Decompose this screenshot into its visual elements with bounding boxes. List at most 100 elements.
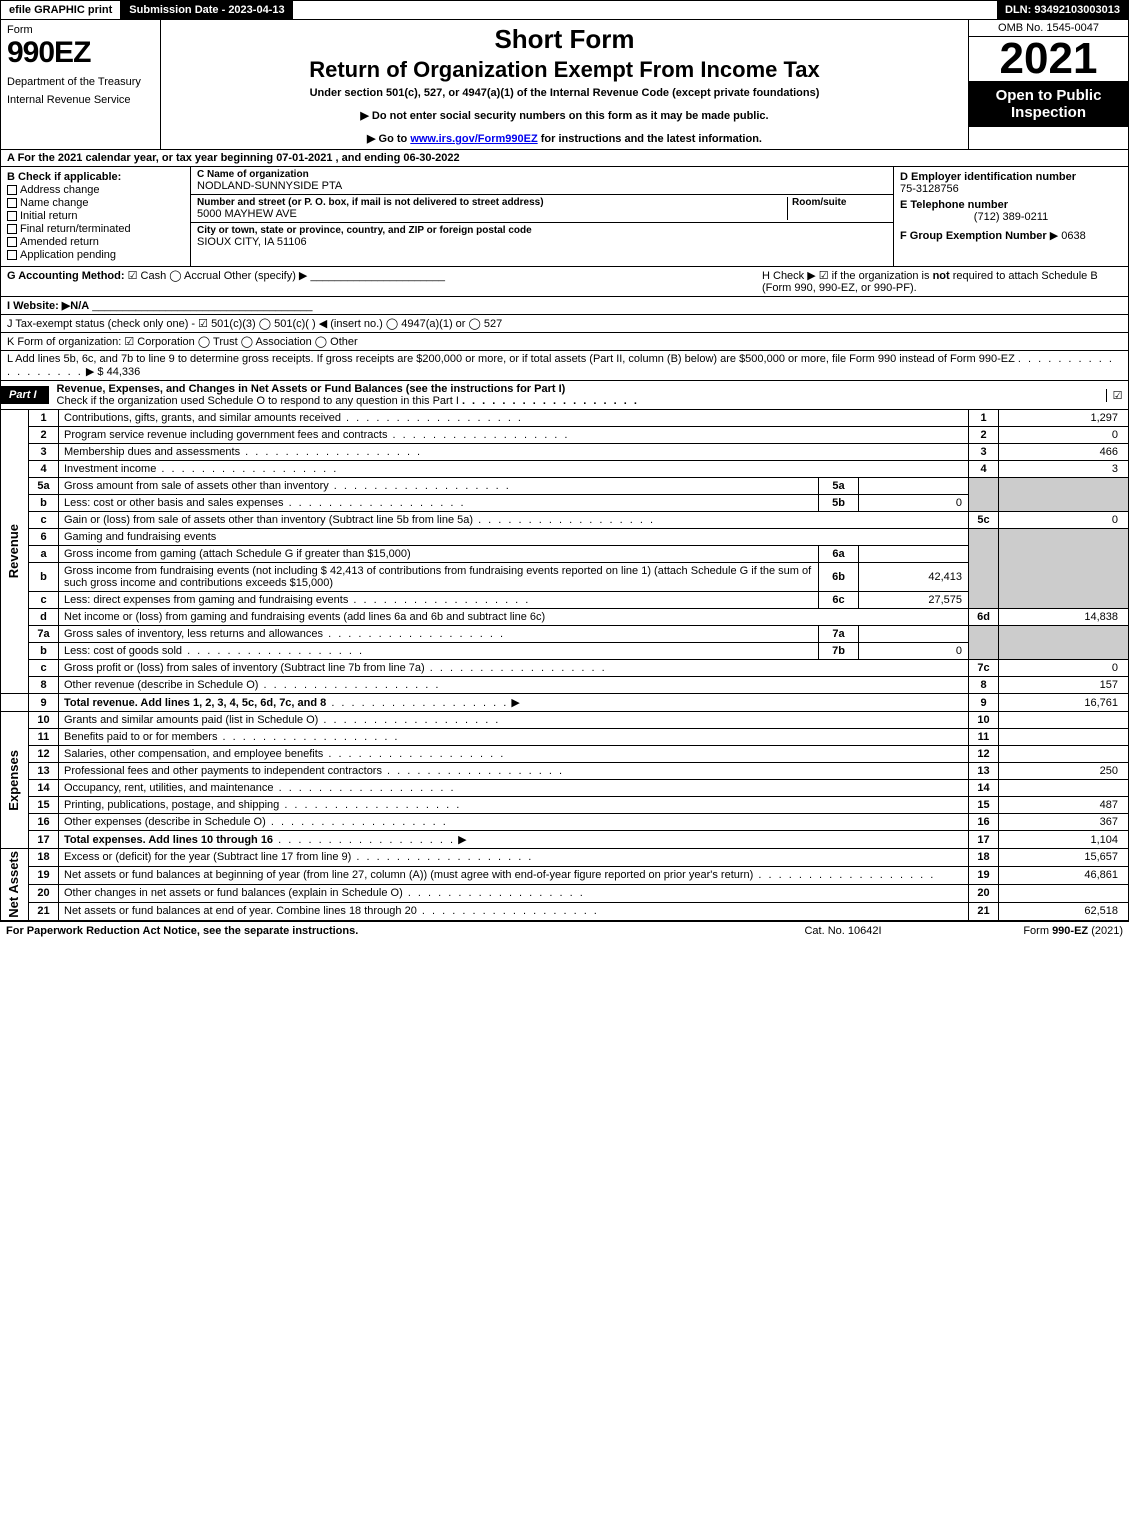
line-1-desc: Contributions, gifts, grants, and simila… <box>59 410 969 427</box>
line-15-val: 487 <box>999 797 1129 814</box>
line-6d: d Net income or (loss) from gaming and f… <box>1 609 1129 626</box>
row-l-amount: ▶ $ 44,336 <box>86 366 140 378</box>
line-7c-desc: Gross profit or (loss) from sales of inv… <box>59 660 969 677</box>
city-value: SIOUX CITY, IA 51106 <box>197 236 887 248</box>
line-7ab-grey-val <box>999 626 1129 660</box>
chk-application-pending-label: Application pending <box>20 249 116 261</box>
form-id-block: Form 990EZ Department of the Treasury In… <box>1 20 161 149</box>
line-4-num: 4 <box>29 461 59 478</box>
dln-label: DLN: 93492103003013 <box>997 1 1128 19</box>
line-16-val: 367 <box>999 814 1129 831</box>
note-link-row: ▶ Go to www.irs.gov/Form990EZ for instru… <box>165 132 964 145</box>
row-l-text: L Add lines 5b, 6c, and 7b to line 9 to … <box>7 353 1015 365</box>
ein-value: 75-3128756 <box>900 183 1122 195</box>
h-label: H Check ▶ ☑ if the organization is <box>762 270 933 282</box>
line-10-val <box>999 712 1129 729</box>
efile-button[interactable]: efile GRAPHIC print <box>1 1 121 19</box>
line-6d-val: 14,838 <box>999 609 1129 626</box>
line-4: 4 Investment income 4 3 <box>1 461 1129 478</box>
line-17-ref: 17 <box>969 831 999 849</box>
chk-application-pending[interactable]: Application pending <box>7 249 184 261</box>
chk-final-return[interactable]: Final return/terminated <box>7 223 184 235</box>
line-5b-desc: Less: cost or other basis and sales expe… <box>59 495 819 512</box>
line-18-desc: Excess or (deficit) for the year (Subtra… <box>59 849 969 867</box>
line-9-side <box>1 694 29 712</box>
form-title: Return of Organization Exempt From Incom… <box>165 57 964 83</box>
ein-label: D Employer identification number <box>900 171 1122 183</box>
line-20-ref: 20 <box>969 884 999 902</box>
row-l-gross-receipts: L Add lines 5b, 6c, and 7b to line 9 to … <box>0 351 1129 381</box>
line-6a-sub: 6a <box>819 546 859 563</box>
line-6d-num: d <box>29 609 59 626</box>
line-16-ref: 16 <box>969 814 999 831</box>
org-name: NODLAND-SUNNYSIDE PTA <box>197 180 887 192</box>
line-18-ref: 18 <box>969 849 999 867</box>
line-7a-subval <box>859 626 969 643</box>
line-14-ref: 14 <box>969 780 999 797</box>
line-7a: 7a Gross sales of inventory, less return… <box>1 626 1129 643</box>
chk-name-change[interactable]: Name change <box>7 197 184 209</box>
line-5b: b Less: cost or other basis and sales ex… <box>1 495 1129 512</box>
org-name-row: C Name of organization NODLAND-SUNNYSIDE… <box>191 167 893 195</box>
revenue-side-label: Revenue <box>1 410 29 694</box>
line-12-ref: 12 <box>969 746 999 763</box>
line-13-val: 250 <box>999 763 1129 780</box>
website-text: I Website: ▶N/A <box>7 300 89 312</box>
room-label: Room/suite <box>792 197 887 208</box>
part-1-checkbox[interactable]: ☑ <box>1106 389 1128 402</box>
row-h: H Check ▶ ☑ if the organization is not r… <box>762 269 1122 294</box>
expenses-side-text: Expenses <box>6 750 21 811</box>
row-g-h: G Accounting Method: ☑ Cash ◯ Accrual Ot… <box>0 267 1129 297</box>
line-11-num: 11 <box>29 729 59 746</box>
line-8-val: 157 <box>999 677 1129 694</box>
part-1-dots <box>462 395 639 407</box>
line-12-desc: Salaries, other compensation, and employ… <box>59 746 969 763</box>
line-1-ref: 1 <box>969 410 999 427</box>
revenue-side-text: Revenue <box>6 524 21 578</box>
netassets-side-label: Net Assets <box>1 849 29 921</box>
line-4-val: 3 <box>999 461 1129 478</box>
submission-date-button[interactable]: Submission Date - 2023-04-13 <box>121 1 293 19</box>
line-6b-desc: Gross income from fundraising events (no… <box>59 563 819 592</box>
line-20: 20 Other changes in net assets or fund b… <box>1 884 1129 902</box>
line-15: 15 Printing, publications, postage, and … <box>1 797 1129 814</box>
chk-amended-return[interactable]: Amended return <box>7 236 184 248</box>
top-bar: efile GRAPHIC print Submission Date - 20… <box>0 0 1129 20</box>
line-5a-num: 5a <box>29 478 59 495</box>
form-subtitle: Under section 501(c), 527, or 4947(a)(1)… <box>165 87 964 99</box>
line-21-val: 62,518 <box>999 902 1129 920</box>
chk-final-return-label: Final return/terminated <box>20 223 131 235</box>
line-20-desc: Other changes in net assets or fund bala… <box>59 884 969 902</box>
chk-initial-return[interactable]: Initial return <box>7 210 184 222</box>
line-14-desc: Occupancy, rent, utilities, and maintena… <box>59 780 969 797</box>
line-18-val: 15,657 <box>999 849 1129 867</box>
note-ssn: ▶ Do not enter social security numbers o… <box>165 109 964 122</box>
line-17: 17 Total expenses. Add lines 10 through … <box>1 831 1129 849</box>
line-3-num: 3 <box>29 444 59 461</box>
line-5b-sub: 5b <box>819 495 859 512</box>
line-7b-desc: Less: cost of goods sold <box>59 643 819 660</box>
line-2-ref: 2 <box>969 427 999 444</box>
part-1-title-block: Revenue, Expenses, and Changes in Net As… <box>49 381 1106 409</box>
line-12-val <box>999 746 1129 763</box>
line-7a-num: 7a <box>29 626 59 643</box>
topbar-spacer <box>294 1 997 19</box>
line-1-val: 1,297 <box>999 410 1129 427</box>
section-b-header: B Check if applicable: <box>7 171 184 183</box>
line-21: 21 Net assets or fund balances at end of… <box>1 902 1129 920</box>
line-7c-val: 0 <box>999 660 1129 677</box>
part-1-sub: Check if the organization used Schedule … <box>57 395 459 407</box>
part-1-table: Revenue 1 Contributions, gifts, grants, … <box>0 410 1129 921</box>
note-link-post: for instructions and the latest informat… <box>541 133 762 145</box>
row-a-tax-year: A For the 2021 calendar year, or tax yea… <box>0 150 1129 167</box>
line-19-num: 19 <box>29 866 59 884</box>
line-6a-desc: Gross income from gaming (attach Schedul… <box>59 546 819 563</box>
line-1-num: 1 <box>29 410 59 427</box>
line-6c-desc: Less: direct expenses from gaming and fu… <box>59 592 819 609</box>
line-7ab-grey <box>969 626 999 660</box>
line-2: 2 Program service revenue including gove… <box>1 427 1129 444</box>
instructions-link[interactable]: www.irs.gov/Form990EZ <box>410 133 537 145</box>
line-16: 16 Other expenses (describe in Schedule … <box>1 814 1129 831</box>
chk-address-change[interactable]: Address change <box>7 184 184 196</box>
line-11-ref: 11 <box>969 729 999 746</box>
